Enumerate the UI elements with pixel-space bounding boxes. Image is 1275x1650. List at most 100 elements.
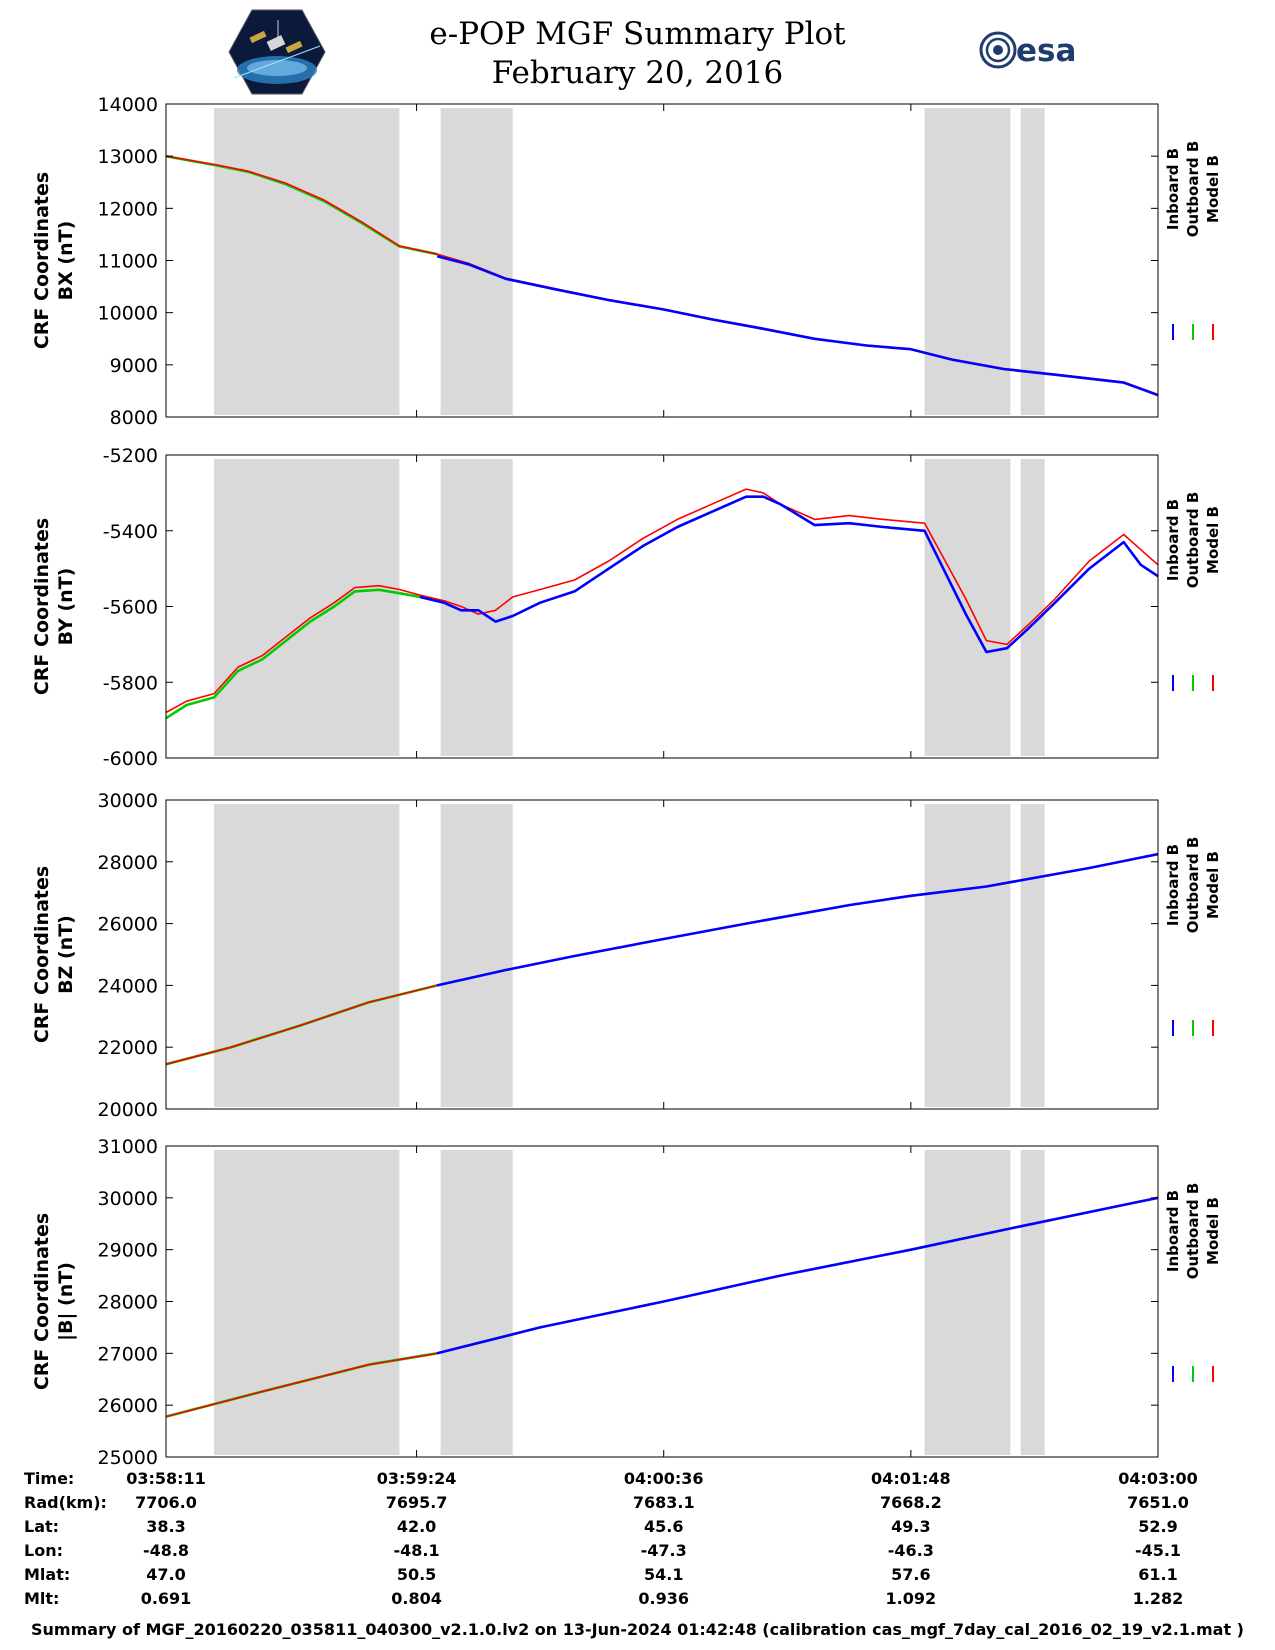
orbit-row-value: -48.8: [143, 1541, 189, 1560]
shaded-region-1-1: [440, 459, 513, 756]
legend-label: Inboard B: [1164, 844, 1182, 926]
orbit-row-value: 04:00:36: [624, 1469, 704, 1488]
legend-label: Outboard B: [1184, 1183, 1202, 1280]
shaded-region-3-1: [440, 1150, 513, 1455]
orbit-row-value: 57.6: [891, 1565, 930, 1584]
plot-date: February 20, 2016: [491, 55, 784, 91]
y-axis-title: CRF Coordinates: [31, 1213, 53, 1390]
orbit-row-value: 0.804: [391, 1589, 442, 1608]
shaded-region-1-2: [924, 459, 1011, 756]
orbit-row-value: 54.1: [644, 1565, 683, 1584]
y-tick-label: 11000: [98, 251, 158, 273]
orbit-row-value: 42.0: [397, 1517, 436, 1536]
y-tick-label: 30000: [98, 1188, 158, 1210]
y-tick-label: 25000: [98, 1447, 158, 1469]
y-tick-label: -5200: [103, 445, 158, 467]
shaded-region-0-1: [440, 108, 513, 415]
y-tick-label: 29000: [98, 1240, 158, 1262]
y-tick-label: 26000: [98, 914, 158, 936]
series-line-inboard-b-2: [436, 852, 1159, 987]
plot-title: e-POP MGF Summary Plot: [429, 16, 846, 52]
shaded-region-2-2: [924, 804, 1011, 1107]
y-tick-label: 27000: [98, 1343, 158, 1365]
y-tick-label: 10000: [98, 303, 158, 325]
orbit-row-value: 7706.0: [135, 1493, 197, 1512]
y-tick-label: 26000: [98, 1395, 158, 1417]
y-tick-label: -5800: [103, 672, 158, 694]
y-tick-label: 30000: [98, 790, 158, 812]
shaded-region-2-0: [214, 804, 400, 1107]
legend-label: Model B: [1204, 155, 1222, 223]
legend-label: Outboard B: [1184, 837, 1202, 934]
orbit-row-label: Lon:: [24, 1541, 63, 1560]
orbit-row-value: -47.3: [641, 1541, 687, 1560]
esa-logo: esa: [976, 28, 1096, 72]
orbit-row-label: Mlat:: [24, 1565, 70, 1584]
legend-label: Inboard B: [1164, 148, 1182, 230]
orbit-row-value: 47.0: [146, 1565, 185, 1584]
orbit-row-value: 7668.2: [880, 1493, 942, 1512]
orbit-row-value: 52.9: [1138, 1517, 1177, 1536]
y-tick-label: 8000: [110, 407, 158, 429]
orbit-row-value: 7695.7: [386, 1493, 448, 1512]
orbit-row-value: 0.936: [638, 1589, 689, 1608]
shaded-region-0-3: [1020, 108, 1045, 415]
orbit-row-label: Time:: [24, 1469, 74, 1488]
esa-logo-text: esa: [1016, 33, 1076, 69]
y-tick-label: 28000: [98, 1292, 158, 1314]
legend-label: Inboard B: [1164, 1190, 1182, 1272]
shaded-region-3-0: [214, 1150, 400, 1455]
legend-label: Outboard B: [1184, 492, 1202, 589]
series-line-outboard-b-1: [165, 588, 421, 720]
orbit-row-value: 45.6: [644, 1517, 683, 1536]
y-tick-label: 22000: [98, 1037, 158, 1059]
orbit-row-value: 1.092: [886, 1589, 937, 1608]
series-line-inboard-b-1: [419, 495, 1159, 654]
legend-label: Model B: [1204, 851, 1222, 919]
orbit-row-value: 04:03:00: [1118, 1469, 1198, 1488]
y-tick-label: 12000: [98, 198, 158, 220]
orbit-row-value: 49.3: [891, 1517, 930, 1536]
orbit-row-value: 7683.1: [633, 1493, 695, 1512]
y-axis-title: CRF Coordinates: [31, 866, 53, 1043]
y-tick-label: 14000: [98, 94, 158, 116]
series-line-inboard-b-3: [436, 1196, 1159, 1355]
y-axis-title-unit: BX (nT): [55, 221, 77, 301]
orbit-row-value: 03:59:24: [377, 1469, 457, 1488]
orbit-row-value: 0.691: [141, 1589, 192, 1608]
shaded-region-2-3: [1020, 804, 1045, 1107]
y-tick-label: -6000: [103, 748, 158, 770]
orbit-row-label: Rad(km):: [24, 1493, 107, 1512]
orbit-row-value: 50.5: [397, 1565, 436, 1584]
series-line-inboard-b-0: [436, 255, 1159, 397]
y-tick-label: 24000: [98, 975, 158, 997]
orbit-row-value: -45.1: [1135, 1541, 1181, 1560]
orbit-row-value: 38.3: [146, 1517, 185, 1536]
orbit-row-value: 04:01:48: [871, 1469, 951, 1488]
series-line-model-b-1: [165, 488, 1159, 714]
cassiope-logo: [228, 8, 326, 96]
orbit-row-value: 7651.0: [1127, 1493, 1189, 1512]
shaded-region-3-2: [924, 1150, 1011, 1455]
y-axis-title-unit: BY (nT): [55, 568, 77, 646]
orbit-row-label: Lat:: [24, 1517, 59, 1536]
y-tick-label: -5600: [103, 597, 158, 619]
orbit-row-value: 61.1: [1138, 1565, 1177, 1584]
y-axis-title: CRF Coordinates: [31, 172, 53, 349]
orbit-row-label: Mlt:: [24, 1589, 59, 1608]
y-tick-label: 31000: [98, 1136, 158, 1158]
shaded-region-2-1: [440, 804, 513, 1107]
y-tick-label: 28000: [98, 852, 158, 874]
shaded-region-1-3: [1020, 459, 1045, 756]
legend-label: Model B: [1204, 506, 1222, 574]
shaded-region-1-0: [214, 459, 400, 756]
orbit-row-value: -46.3: [888, 1541, 934, 1560]
plot-frame-2: [165, 799, 1159, 1110]
y-axis-title-unit: BZ (nT): [55, 915, 77, 994]
legend-label: Inboard B: [1164, 499, 1182, 581]
legend-label: Outboard B: [1184, 141, 1202, 238]
shaded-region-0-2: [924, 108, 1011, 415]
y-tick-label: -5400: [103, 521, 158, 543]
y-tick-label: 20000: [98, 1099, 158, 1121]
shaded-region-0-0: [214, 108, 400, 415]
